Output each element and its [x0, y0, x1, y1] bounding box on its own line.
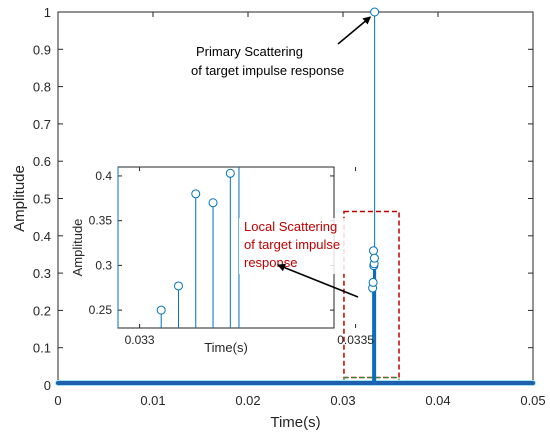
- x-tick-label: 0.04: [425, 393, 450, 408]
- x-tick-label: 0.05: [520, 393, 545, 408]
- inset-stem-marker: [208, 198, 218, 208]
- x-tick-label: 0.02: [235, 393, 260, 408]
- y-tick-label: 0: [44, 378, 51, 393]
- y-tick-label: 0.4: [33, 229, 51, 244]
- inset-x-axis-label: Time(s): [204, 340, 248, 355]
- stem-marker: [368, 246, 378, 256]
- x-tick-label: 0: [54, 393, 61, 408]
- x-axis-label: Time(s): [270, 414, 320, 431]
- y-tick-label: 0.6: [33, 154, 51, 169]
- inset-x-tick-label: 0.0335: [337, 333, 374, 347]
- primary-annotation-arrow: [337, 16, 372, 45]
- inset-y-tick-label: 0.25: [89, 303, 113, 317]
- inset-stem-marker: [173, 281, 183, 291]
- y-tick-label: 0.5: [33, 192, 51, 207]
- primary-annotation-bg: [188, 41, 368, 81]
- inset-y-axis-label: Amplitude: [70, 219, 85, 277]
- inset-stem-marker: [156, 305, 166, 315]
- y-tick-label: 0.7: [33, 117, 51, 132]
- inset-x-tick-label: 0.033: [125, 333, 155, 347]
- stem-marker: [369, 253, 379, 263]
- y-tick-label: 0.1: [33, 341, 51, 356]
- y-tick-label: 1: [44, 5, 51, 20]
- y-tick-label: 0.3: [33, 266, 51, 281]
- inset-y-tick-label: 0.4: [95, 169, 112, 183]
- inset-stem-marker: [191, 189, 201, 199]
- local-annotation-arrow: [277, 263, 359, 298]
- y-tick-label: 0.2: [33, 303, 51, 318]
- inset-stem-marker: [225, 168, 235, 178]
- local-annotation-bg: [239, 218, 349, 274]
- local-annotation-text: response: [244, 255, 297, 270]
- stem-marker: [368, 277, 378, 287]
- stem-marker: [370, 7, 380, 17]
- y-axis-label: Amplitude: [11, 165, 28, 232]
- inset-y-tick-label: 0.3: [95, 258, 112, 272]
- primary-annotation-text: Primary Scattering: [196, 44, 303, 59]
- primary-annotation-text: of target impulse response: [191, 63, 344, 78]
- local-annotation-text: Local Scattering: [244, 219, 337, 234]
- local-annotation-text: of target impulse: [244, 237, 340, 252]
- x-tick-label: 0.03: [330, 393, 355, 408]
- inset-y-tick-label: 0.35: [89, 214, 113, 228]
- y-tick-label: 0.8: [33, 80, 51, 95]
- y-tick-label: 0.9: [33, 42, 51, 57]
- x-tick-label: 0.01: [140, 393, 165, 408]
- annotation-layer: Primary Scattering of target impulse resp…: [188, 16, 372, 298]
